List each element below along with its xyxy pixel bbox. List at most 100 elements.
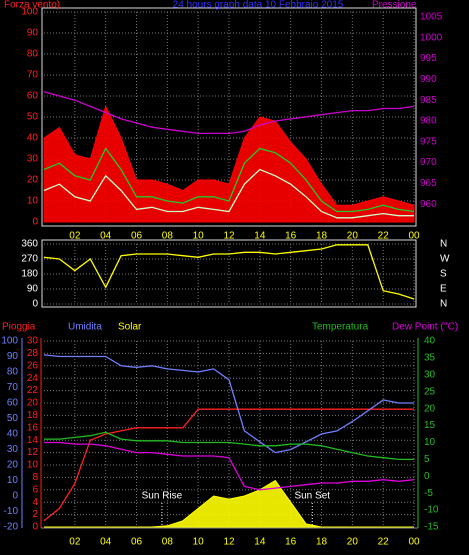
y-tick-label: 50 (7, 413, 19, 424)
y-tick-label: 30 (7, 444, 19, 455)
y-tick-label: 60 (7, 398, 19, 409)
legend-label: Pioggia (2, 322, 36, 333)
y-tick-label: 4 (32, 497, 38, 508)
y-tick-label: 10 (7, 475, 19, 486)
y-tick-label: -20 (4, 522, 19, 533)
y-tick-label: 10 (424, 437, 436, 448)
y-tick-label: 80 (27, 49, 39, 60)
chart-title: 24 hours graph data 10 Febbraio 2015 (173, 0, 344, 11)
x-tick-label: 04 (100, 537, 112, 548)
x-tick-label: 00 (408, 231, 420, 242)
y-tick-label: 24 (27, 373, 39, 384)
x-tick-label: 12 (223, 231, 235, 242)
y-tick-label: 990 (420, 74, 437, 85)
x-tick-label: 16 (285, 231, 297, 242)
y-tick-label: 10 (27, 196, 39, 207)
x-tick-label: 02 (69, 537, 81, 548)
y-tick-label: 270 (21, 254, 38, 265)
y-tick-label: 90 (7, 351, 19, 362)
y-tick-label: 100 (1, 336, 18, 347)
y-tick-label: 8 (32, 472, 38, 483)
series-area (44, 479, 414, 528)
y-tick-label: 20 (424, 403, 436, 414)
y-tick-label: 70 (27, 70, 39, 81)
x-tick-label: 20 (347, 231, 359, 242)
y-tick-label: 2 (32, 509, 38, 520)
x-tick-label: 14 (254, 231, 266, 242)
x-tick-label: 04 (100, 231, 112, 242)
legend-label: Umidita (68, 322, 102, 333)
y-tick-label: 22 (27, 385, 39, 396)
x-tick-label: 02 (69, 231, 81, 242)
y-tick-label: 100 (21, 7, 38, 18)
y-tick-label: 20 (27, 398, 39, 409)
y-tick-label: -10 (424, 505, 439, 516)
legend-label: Dew Point (°C) (392, 322, 458, 333)
y-tick-label: 1000 (420, 32, 443, 43)
y2-axis-label: Pressione (372, 0, 417, 11)
y-tick-label: -10 (4, 506, 19, 517)
y-tick-label: -5 (424, 488, 433, 499)
y-tick-label: 26 (27, 360, 39, 371)
series-line (44, 441, 415, 491)
y-tick-label: 70 (7, 382, 19, 393)
y-tick-label: 30 (27, 154, 39, 165)
panel-frame (41, 239, 417, 308)
y-tick-label: 0 (32, 299, 38, 310)
y-tick-label: 970 (420, 157, 437, 168)
y-tick-label: 18 (27, 410, 39, 421)
x-tick-label: 10 (193, 537, 205, 548)
x-tick-label: 18 (316, 231, 328, 242)
y-tick-label: 995 (420, 53, 437, 64)
y-tick-label: 15 (424, 420, 436, 431)
y-tick-label: 20 (27, 175, 39, 186)
y-tick-label: 0 (32, 522, 38, 533)
y-tick-label: 14 (27, 435, 39, 446)
y-tick-label: 30 (424, 369, 436, 380)
y-tick-label: 90 (27, 284, 39, 295)
y-tick-label: 50 (27, 112, 39, 123)
series-line (44, 431, 414, 461)
legend-label: Temperatura (312, 322, 369, 333)
y-tick-label: 12 (27, 447, 39, 458)
series-line (43, 244, 415, 300)
x-tick-label: 14 (254, 537, 266, 548)
y-tick-label: 40 (424, 336, 436, 347)
y-tick-label: 0 (424, 471, 430, 482)
x-tick-label: 12 (223, 537, 235, 548)
y-tick-label: 35 (424, 353, 436, 364)
y-tick-label: 40 (27, 133, 39, 144)
x-tick-label: 22 (378, 231, 390, 242)
y-tick-label: 10 (27, 460, 39, 471)
compass-label: S (440, 269, 447, 280)
y-tick-label: 30 (27, 336, 39, 347)
y-tick-label: 40 (7, 429, 19, 440)
x-tick-label: 16 (285, 537, 297, 548)
x-tick-label: 20 (347, 537, 359, 548)
y-tick-label: 60 (27, 91, 39, 102)
y-tick-label: 90 (27, 28, 39, 39)
y-tick-label: 960 (420, 199, 437, 210)
x-tick-label: 06 (131, 231, 143, 242)
legend-label: Solar (118, 322, 142, 333)
y-tick-label: 0 (12, 491, 18, 502)
x-tick-label: 18 (316, 537, 328, 548)
series-line (43, 91, 415, 135)
y-tick-label: 0 (32, 217, 38, 228)
y-tick-label: 25 (424, 386, 436, 397)
y-tick-label: 80 (7, 367, 19, 378)
compass-label: E (440, 284, 447, 295)
y-tick-label: 20 (7, 460, 19, 471)
series-line (43, 408, 414, 522)
series-line (43, 147, 415, 213)
y-tick-label: 5 (424, 454, 430, 465)
annotation: Sun Rise (142, 491, 183, 502)
x-tick-label: 00 (408, 537, 420, 548)
compass-label: N (440, 299, 447, 310)
y-tick-label: 985 (420, 95, 437, 106)
compass-label: W (440, 254, 450, 265)
panel-frame (41, 7, 417, 227)
y-tick-label: 6 (32, 484, 38, 495)
